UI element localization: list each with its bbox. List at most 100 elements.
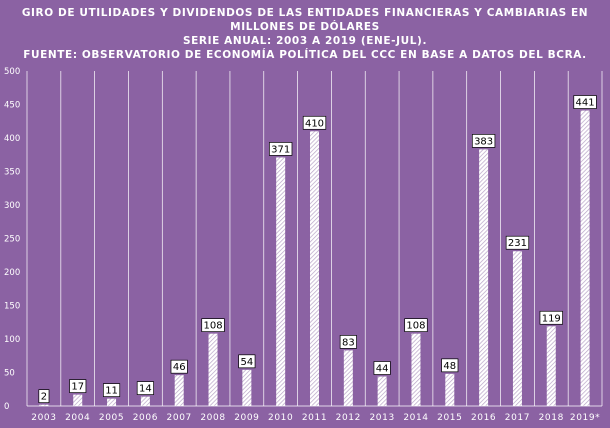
bar [73,394,83,406]
x-tick-label: 2014 [403,413,428,423]
bar [377,376,387,406]
bar [276,157,286,406]
x-tick-label: 2013 [369,413,394,423]
data-label-text: 2 [41,392,47,403]
x-tick-label: 2009 [234,413,259,423]
x-tick-label: 2015 [437,413,462,423]
title-line-3: SERIE ANUAL: 2003 A 2019 (ENE-JUL). [182,35,428,47]
x-tick-label: 2016 [471,413,496,423]
data-label-box [505,235,530,250]
title-line-4: FUENTE: OBSERVATORIO DE ECONOMÍA POLÍTIC… [23,49,587,61]
data-label-box [269,142,293,156]
bars [39,110,590,407]
data-label: 383 [471,134,496,148]
bar [479,149,489,406]
bar [140,396,150,406]
data-label-box [373,361,391,375]
bar [580,110,590,406]
data-label-box [238,354,256,369]
bar [310,131,319,407]
y-tick-label: 200 [4,268,20,278]
data-label-text: 17 [71,382,84,393]
y-tick-label: 500 [4,67,20,77]
x-tick-label: 2005 [99,413,124,423]
x-tick-label: 2018 [539,413,564,423]
data-label: 54 [238,354,256,369]
data-label-box [539,310,563,325]
x-tick-label: 2010 [268,413,293,423]
data-label-text: 371 [271,144,290,155]
chart-title: GIRO DE UTILIDADES Y DIVIDENDOS DE LAS E… [0,6,610,62]
x-tick-label: 2011 [302,413,327,423]
data-label-text: 410 [305,118,324,129]
x-tick-label: 2004 [65,413,90,423]
data-label: 11 [103,383,121,397]
data-label-text: 441 [576,98,595,109]
y-tick-label: 300 [4,201,20,211]
data-label-box [339,335,357,349]
data-label-box [69,379,87,393]
y-tick-label: 450 [4,101,20,111]
data-label: 371 [269,142,293,156]
data-label-box [103,383,121,397]
data-label-box [573,95,597,109]
data-label-box [38,389,50,404]
bar [512,251,522,406]
y-tick-label: 150 [4,302,20,312]
data-label-text: 231 [508,238,527,249]
data-label-text: 46 [173,362,186,373]
data-label: 14 [136,381,154,395]
data-label: 46 [170,359,188,374]
x-tick-label: 2019* [570,413,600,423]
title-line-1: GIRO DE UTILIDADES Y DIVIDENDOS DE LAS E… [21,7,589,19]
data-label: 231 [505,235,530,250]
y-tick-label: 50 [4,369,15,379]
bar [39,404,49,406]
x-tick-label: 2006 [133,413,158,423]
data-label-text: 83 [342,337,355,348]
grid-layer [26,71,603,406]
bar [546,326,556,406]
y-tick-label: 400 [4,134,20,144]
x-tick-label: 2012 [336,413,361,423]
data-label-text: 383 [474,136,493,147]
data-label-box [201,318,225,332]
data-label-text: 48 [443,361,456,372]
data-label: 410 [302,115,327,130]
bar [343,350,353,406]
bar [445,373,455,406]
data-label-box [441,358,459,373]
y-axis: 0 50 100 150 200 250 300 350 400 450 500 [4,67,20,412]
x-tick-label: 2003 [31,413,56,423]
data-label: 108 [201,318,225,332]
bar [411,333,421,406]
data-label-box [404,318,428,332]
x-tick-label: 2017 [505,413,530,423]
data-label-text: 54 [240,357,253,368]
data-labels: 2 17 11 14 46 108 54 371 410 83 44 108 48 383 231 119 44… [38,95,597,404]
data-label: 108 [404,318,428,332]
x-axis: 2003 2004 2005 2006 2007 2008 2009 2010 2011 2012… [27,405,602,423]
data-label-text: 44 [376,364,389,375]
bar [208,333,218,406]
data-label-box [471,134,496,148]
y-tick-label: 100 [4,335,20,345]
data-label: 2 [38,389,50,404]
data-label: 83 [339,335,357,349]
bar [107,398,117,406]
data-label: 17 [69,379,87,393]
data-label: 44 [373,361,391,375]
data-label-text: 108 [203,321,222,332]
data-label-box [136,381,154,395]
y-tick-label: 350 [4,168,20,178]
data-label-text: 119 [542,313,561,324]
bar [174,375,184,406]
x-tick-label: 2007 [167,413,192,423]
title-line-2: MILLONES DE DÓLARES [230,21,380,33]
y-tick-label: 0 [4,402,9,412]
y-tick-label: 250 [4,235,20,245]
data-label-box [302,115,327,130]
x-tick-label: 2008 [200,413,225,423]
